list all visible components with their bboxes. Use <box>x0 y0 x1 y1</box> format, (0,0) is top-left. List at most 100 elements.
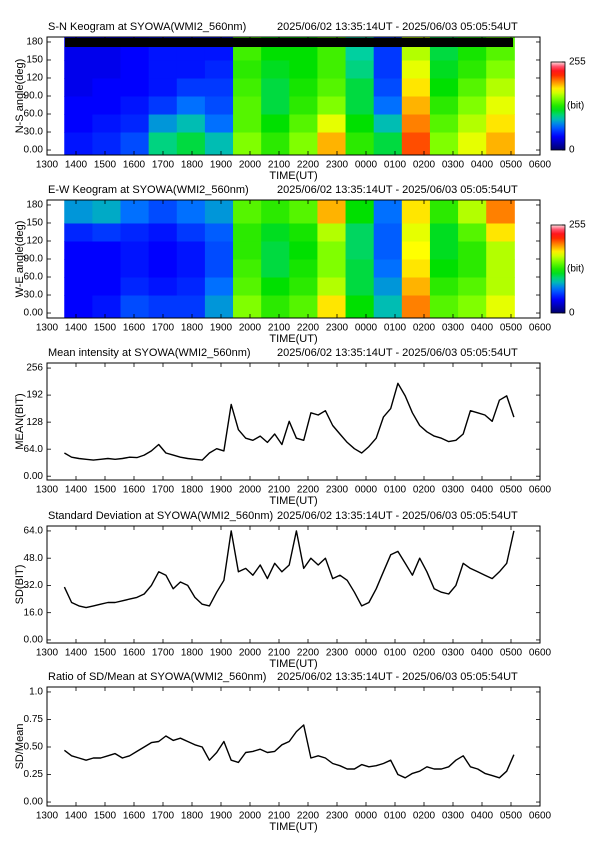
y-tick-label: 0.00 <box>24 308 44 319</box>
x-tick-label: 1300 <box>36 648 59 659</box>
y-axis-label: W-E angle(deg) <box>14 221 26 298</box>
colorbar-label: (bit) <box>567 264 584 275</box>
heatmap-cell <box>148 114 178 133</box>
heatmap-cell <box>176 200 206 224</box>
heatmap-cell <box>204 200 234 224</box>
heatmap-cell <box>148 96 178 115</box>
heatmap-cell <box>233 77 262 97</box>
heatmap-cell <box>401 96 431 115</box>
plot-frame <box>46 525 541 644</box>
heatmap-cell <box>289 277 318 296</box>
heatmap-cell <box>289 259 318 278</box>
x-tick-label: 1400 <box>65 323 88 334</box>
heatmap-cell <box>289 222 318 242</box>
heatmap-cell <box>64 96 93 115</box>
data-line <box>63 724 515 779</box>
x-tick-label: 2000 <box>239 160 262 171</box>
x-tick-label: 1600 <box>123 323 146 334</box>
heatmap-cell <box>373 77 403 97</box>
heatmap-cell <box>176 114 206 133</box>
heatmap-cell <box>233 240 262 260</box>
x-tick-label: 1500 <box>94 485 117 496</box>
heatmap-cell <box>345 77 375 97</box>
heatmap-cell <box>261 222 290 242</box>
x-tick-label: 2000 <box>239 323 262 334</box>
x-tick-label: 2300 <box>326 160 349 171</box>
x-tick-label: 0400 <box>471 160 494 171</box>
y-tick-label: 180 <box>26 200 43 211</box>
y-tick-label: 16.0 <box>24 607 44 618</box>
heatmap-cell <box>458 96 487 115</box>
x-tick-label: 0600 <box>529 648 552 659</box>
y-tick-label: 128 <box>26 417 43 428</box>
x-tick-label: 1900 <box>210 648 233 659</box>
heatmap-cell <box>373 114 403 133</box>
heatmap-cell <box>401 59 431 79</box>
y-tick-label: 0.00 <box>24 797 44 808</box>
heatmap-cell <box>64 77 93 97</box>
x-tick-label: 2100 <box>268 648 291 659</box>
heatmap-cell <box>458 77 487 97</box>
x-tick-label: 1400 <box>65 811 88 822</box>
heatmap-cell <box>289 59 318 79</box>
heatmap-cell <box>458 240 487 260</box>
y-tick-label: 256 <box>26 363 43 374</box>
x-tick-label: 0600 <box>529 160 552 171</box>
heatmap-cell <box>317 132 347 156</box>
heatmap-cell <box>401 200 431 224</box>
heatmap-cell <box>345 259 375 278</box>
heatmap-cell <box>204 96 234 115</box>
colorbar-tick-label: 0 <box>569 145 575 156</box>
x-tick-label: 2200 <box>297 323 320 334</box>
x-axis-label: TIME(UT) <box>269 170 317 182</box>
y-tick-label: 192 <box>26 390 43 401</box>
heatmap-cell <box>345 96 375 115</box>
x-tick-label: 2000 <box>239 485 262 496</box>
x-tick-label: 1400 <box>65 485 88 496</box>
colorbar-tick-label: 255 <box>569 220 586 231</box>
heatmap-cell <box>204 295 234 319</box>
heatmap-cell <box>401 295 431 319</box>
heatmap-cell <box>486 200 515 224</box>
heatmap-cell <box>64 240 93 260</box>
x-tick-label: 2100 <box>268 323 291 334</box>
heatmap-cell <box>204 77 234 97</box>
plot-frame <box>46 686 541 807</box>
heatmap-cell <box>176 96 206 115</box>
x-tick-label: 0000 <box>355 811 378 822</box>
x-tick-label: 0200 <box>413 160 436 171</box>
x-tick-label: 1700 <box>152 323 175 334</box>
heatmap-cell <box>92 59 122 79</box>
heatmap-cell <box>261 132 290 156</box>
x-tick-label: 2300 <box>326 648 349 659</box>
x-tick-label: 0000 <box>355 648 378 659</box>
y-axis-label: SD/Mean <box>14 724 26 770</box>
heatmap-cell <box>289 96 318 115</box>
heatmap-cell <box>64 222 93 242</box>
chart-subtitle: 2025/06/02 13:35:14UT - 2025/06/03 05:05… <box>277 347 518 359</box>
x-axis-label: TIME(UT) <box>269 495 317 507</box>
heatmap-cell <box>429 96 459 115</box>
x-tick-label: 0200 <box>413 323 436 334</box>
x-tick-label: 1700 <box>152 811 175 822</box>
heatmap-cell <box>148 200 178 224</box>
heatmap-cell <box>429 295 459 319</box>
y-tick-label: 0.00 <box>24 471 44 482</box>
x-tick-label: 1400 <box>65 160 88 171</box>
data-line <box>63 530 515 609</box>
heatmap-cell <box>92 222 122 242</box>
x-tick-label: 0100 <box>384 160 407 171</box>
heatmap-cell <box>233 96 262 115</box>
heatmap-cell <box>429 77 459 97</box>
heatmap-cell <box>233 200 262 224</box>
heatmap-cell <box>64 132 93 156</box>
y-tick-label: 150 <box>26 55 43 66</box>
heatmap-cell <box>373 200 403 224</box>
x-tick-label: 0000 <box>355 323 378 334</box>
heatmap-cell <box>176 77 206 97</box>
y-tick-label: 48.0 <box>24 553 44 564</box>
heatmap-cell <box>261 114 290 133</box>
x-axis-label: TIME(UT) <box>269 333 317 345</box>
x-tick-label: 0300 <box>442 323 465 334</box>
x-tick-label: 2000 <box>239 811 262 822</box>
